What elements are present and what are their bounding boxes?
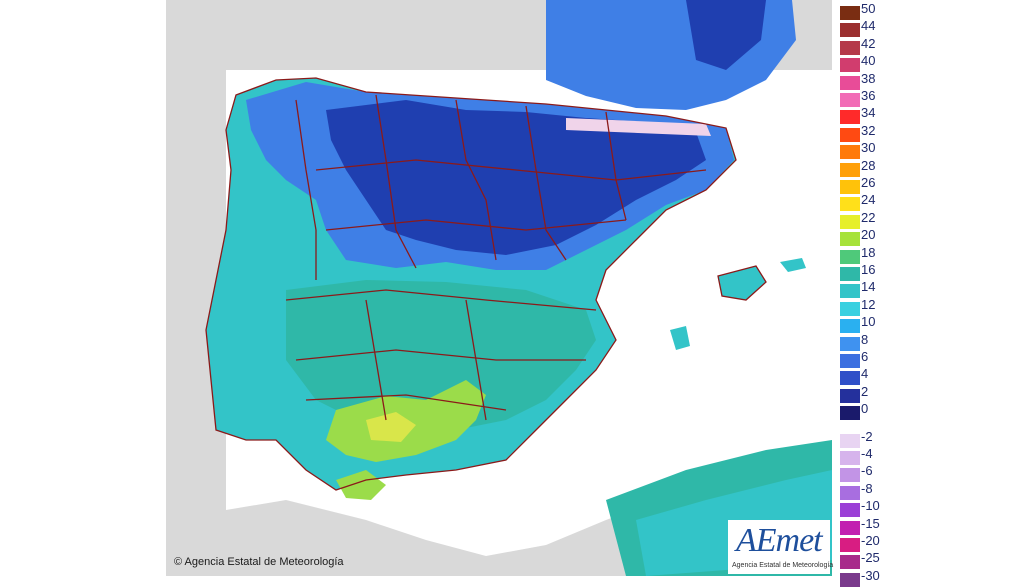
legend-swatch xyxy=(840,23,860,38)
legend-label: 36 xyxy=(861,88,876,103)
legend-label: 6 xyxy=(861,349,869,364)
legend-swatch xyxy=(840,433,860,448)
province-borders xyxy=(205,77,767,491)
legend-label: 12 xyxy=(861,296,876,312)
legend-swatch xyxy=(840,93,860,107)
legend-label: 2 xyxy=(861,383,869,399)
legend-swatch xyxy=(840,110,860,125)
map-canvas xyxy=(166,0,832,576)
ibiza xyxy=(670,326,690,350)
legend-label: 4 xyxy=(861,366,869,382)
legend-swatch xyxy=(840,485,860,500)
north-cold xyxy=(326,100,706,255)
andalucia-hot xyxy=(366,412,416,442)
legend-swatch xyxy=(840,197,860,212)
letterbox-left xyxy=(0,0,166,576)
legend-label: 16 xyxy=(861,262,876,277)
legend-label: -10 xyxy=(861,498,880,514)
legend-label: -2 xyxy=(861,428,873,444)
legend-swatch xyxy=(840,145,860,160)
legend-swatch xyxy=(840,6,860,20)
legend-label: 26 xyxy=(861,175,876,190)
legend-label: 8 xyxy=(861,331,869,347)
legend-label: 14 xyxy=(861,279,876,295)
legend-swatch xyxy=(840,127,860,142)
legend-swatch xyxy=(840,319,860,334)
legend-label: 10 xyxy=(861,314,876,330)
legend-swatch xyxy=(840,406,860,421)
legend-swatch xyxy=(840,249,860,264)
letterbox-right xyxy=(858,0,1024,576)
menorca xyxy=(780,258,806,272)
legend-swatch xyxy=(840,354,860,368)
legend-swatch xyxy=(840,555,860,570)
legend-swatch xyxy=(840,468,860,483)
legend-label: 38 xyxy=(861,70,876,86)
legend-swatch xyxy=(840,520,860,535)
legend-swatch xyxy=(840,180,860,194)
legend-swatch xyxy=(840,572,860,587)
mallorca xyxy=(718,266,766,300)
legend-label: 24 xyxy=(861,192,876,208)
legend-label: -20 xyxy=(861,533,880,548)
legend-label: 22 xyxy=(861,209,876,225)
legend-swatch xyxy=(840,162,860,177)
legend-label: 20 xyxy=(861,227,876,243)
logo-mark: AEmet xyxy=(736,522,823,559)
legend-swatch xyxy=(840,371,860,386)
legend-swatch xyxy=(840,538,860,552)
cadiz-warm xyxy=(336,470,386,500)
legend-label: 0 xyxy=(861,401,869,417)
legend-label: 50 xyxy=(861,1,876,16)
legend-label: 44 xyxy=(861,18,876,34)
legend-swatch xyxy=(840,75,860,90)
legend-swatch xyxy=(840,388,860,403)
legend-label: 32 xyxy=(861,122,876,138)
legend-label: -25 xyxy=(861,550,880,566)
aemet-logo: AEmet Agencia Estatal de Meteorología xyxy=(728,520,834,574)
legend-swatch xyxy=(840,214,860,229)
legend-swatch xyxy=(840,301,860,316)
legend-label: 42 xyxy=(861,35,876,51)
legend-label: 18 xyxy=(861,244,876,260)
pyrenees-snow xyxy=(566,118,711,136)
legend-swatch xyxy=(840,451,860,465)
legend-label: -4 xyxy=(861,446,873,461)
legend-swatch xyxy=(840,503,860,518)
legend-swatch xyxy=(840,267,860,281)
copyright-text: © Agencia Estatal de Meteorología xyxy=(174,556,344,568)
legend-swatch xyxy=(840,336,860,351)
legend-label: -6 xyxy=(861,463,873,479)
alps-cold xyxy=(686,0,766,70)
legend-swatch xyxy=(840,232,860,247)
temperature-legend xyxy=(836,2,860,587)
legend-label: 34 xyxy=(861,105,876,121)
legend-label: 40 xyxy=(861,53,876,69)
legend-label: 28 xyxy=(861,157,876,173)
legend-swatch xyxy=(840,40,860,55)
legend-label: -8 xyxy=(861,480,873,496)
legend-label: -15 xyxy=(861,515,880,531)
legend-label: 30 xyxy=(861,140,876,156)
logo-subtitle: Agencia Estatal de Meteorología xyxy=(732,562,834,569)
legend-swatch xyxy=(840,58,860,73)
legend-swatch xyxy=(840,284,860,299)
temperature-map xyxy=(166,0,832,576)
